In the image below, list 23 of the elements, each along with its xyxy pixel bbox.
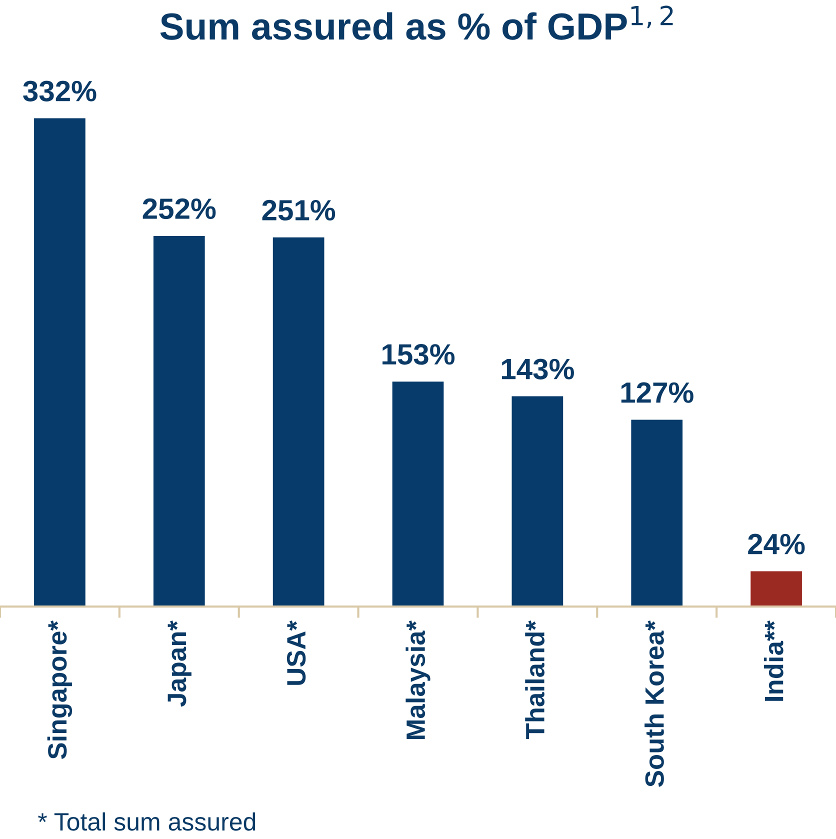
x-tick-label: Singapore* — [47, 620, 72, 760]
x-tick-label: South Korea* — [644, 620, 664, 787]
data-label: 332% — [23, 80, 96, 102]
data-label: 252% — [142, 198, 216, 220]
bar — [34, 118, 86, 607]
bar — [392, 382, 444, 607]
x-tick-label: Japan* — [168, 620, 192, 707]
chart-title: Sum assured as % of GDP$^{1,2}$ — [160, 6, 673, 40]
x-tick-label: India** — [764, 620, 784, 701]
data-label: 24% — [748, 534, 805, 554]
data-label: 143% — [502, 358, 574, 380]
bar — [750, 571, 802, 607]
data-label: 153% — [382, 344, 455, 365]
bar — [153, 236, 205, 607]
x-tick-label: Thailand* — [525, 620, 545, 739]
bar — [272, 237, 324, 607]
data-label: 251% — [262, 200, 336, 221]
bar — [631, 420, 683, 607]
data-label: 127% — [621, 382, 694, 403]
bar — [512, 396, 564, 607]
x-tick-label: USA* — [286, 620, 306, 685]
text: * Total sum assured — [38, 812, 256, 831]
x-tick-label: Malaysia* — [406, 620, 430, 740]
